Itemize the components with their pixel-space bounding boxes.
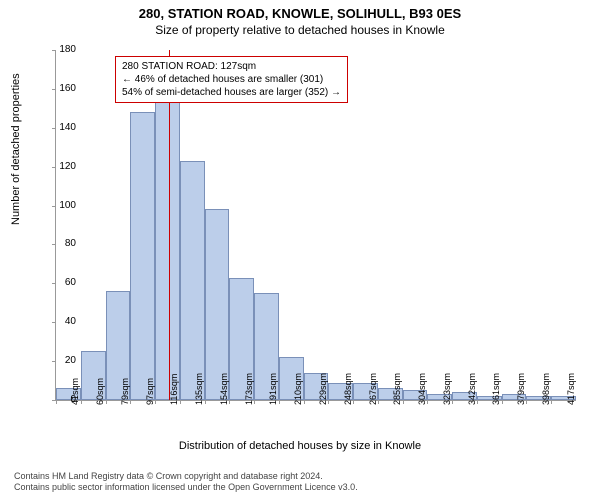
- x-tick: 379sqm: [516, 373, 526, 405]
- x-tick: 323sqm: [442, 373, 452, 405]
- x-tick: 342sqm: [467, 373, 477, 405]
- x-tick: 173sqm: [244, 373, 254, 405]
- x-tick: 285sqm: [392, 373, 402, 405]
- x-tick: 267sqm: [368, 373, 378, 405]
- x-tick: 116sqm: [169, 374, 179, 405]
- credit-line2: Contains public sector information licen…: [14, 482, 358, 494]
- chart-area: 280 STATION ROAD: 127sqm ← 46% of detach…: [55, 50, 575, 400]
- chart-title: 280, STATION ROAD, KNOWLE, SOLIHULL, B93…: [0, 6, 600, 21]
- y-tick: 100: [51, 200, 76, 211]
- x-tick: 398sqm: [541, 373, 551, 405]
- x-tick: 417sqm: [566, 373, 576, 405]
- x-tick: 191sqm: [268, 373, 278, 405]
- y-tick: 180: [51, 44, 76, 55]
- y-tick: 160: [51, 83, 76, 94]
- y-tick: 0: [51, 394, 76, 405]
- x-tick: 304sqm: [417, 373, 427, 405]
- annot-line3: 54% of semi-detached houses are larger (…: [122, 86, 341, 99]
- x-tick: 210sqm: [293, 373, 303, 405]
- x-tick: 154sqm: [219, 373, 229, 405]
- y-tick: 80: [51, 238, 76, 249]
- annot-line1: 280 STATION ROAD: 127sqm: [122, 60, 341, 73]
- x-tick: 229sqm: [318, 373, 328, 405]
- x-axis-label: Distribution of detached houses by size …: [0, 440, 600, 452]
- x-tick: 97sqm: [145, 378, 155, 405]
- histogram-bar: [155, 66, 180, 400]
- x-tick: 248sqm: [343, 373, 353, 405]
- credit-text: Contains HM Land Registry data © Crown c…: [14, 471, 358, 494]
- y-tick: 140: [51, 122, 76, 133]
- credit-line1: Contains HM Land Registry data © Crown c…: [14, 471, 358, 483]
- y-axis-label: Number of detached properties: [10, 73, 22, 225]
- y-tick: 120: [51, 161, 76, 172]
- x-tick: 79sqm: [120, 378, 130, 405]
- y-tick: 60: [51, 277, 76, 288]
- y-tick: 20: [51, 355, 76, 366]
- x-tick: 361sqm: [491, 373, 501, 405]
- histogram-bar: [180, 161, 205, 400]
- x-tick: 135sqm: [194, 373, 204, 405]
- y-tick: 40: [51, 316, 76, 327]
- chart-subtitle: Size of property relative to detached ho…: [0, 23, 600, 37]
- histogram-bar: [130, 112, 155, 400]
- histogram-bar: [205, 209, 230, 400]
- x-tick: 60sqm: [95, 378, 105, 405]
- annot-line2: ← 46% of detached houses are smaller (30…: [122, 73, 341, 86]
- annotation-box: 280 STATION ROAD: 127sqm ← 46% of detach…: [115, 56, 348, 103]
